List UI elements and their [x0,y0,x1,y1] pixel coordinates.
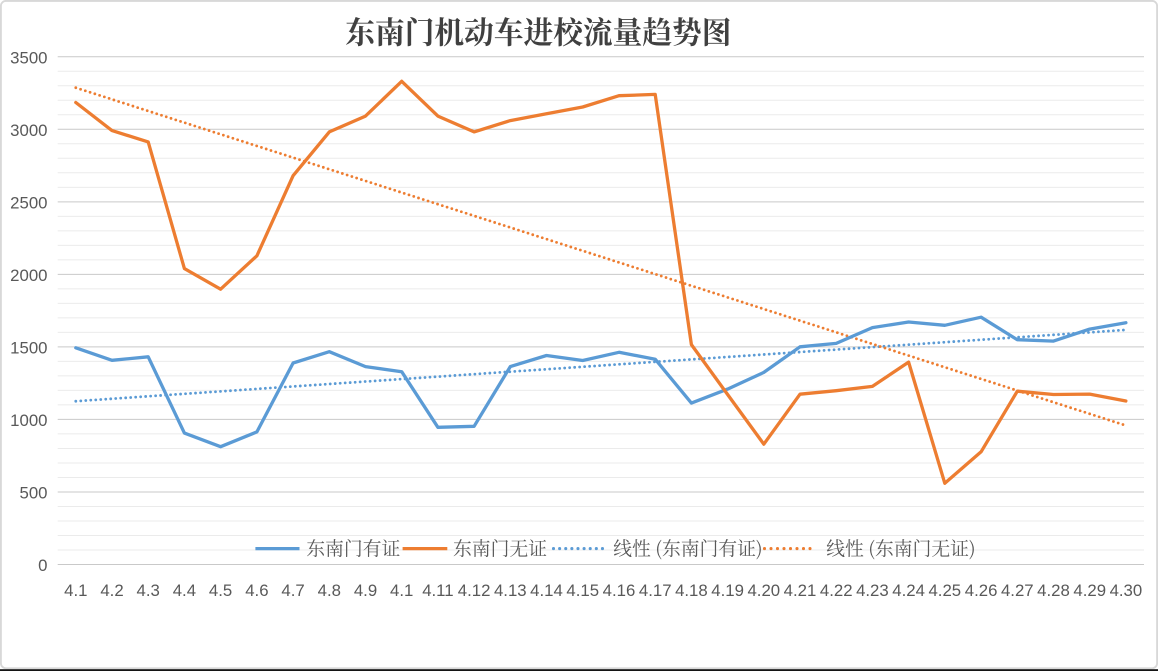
svg-text:4.6: 4.6 [245,581,268,600]
svg-text:4.22: 4.22 [820,581,853,600]
svg-text:4.16: 4.16 [603,581,636,600]
svg-text:4.5: 4.5 [209,581,232,600]
svg-text:1000: 1000 [10,411,47,430]
svg-text:4.14: 4.14 [530,581,563,600]
svg-text:4.12: 4.12 [458,581,491,600]
svg-text:0: 0 [38,556,47,575]
svg-text:4.1: 4.1 [64,581,87,600]
svg-text:4.23: 4.23 [856,581,889,600]
svg-text:4.1: 4.1 [390,581,413,600]
svg-text:4.4: 4.4 [173,581,196,600]
svg-text:4.30: 4.30 [1110,581,1143,600]
svg-text:4.8: 4.8 [318,581,341,600]
svg-text:2000: 2000 [10,266,47,285]
svg-text:3500: 3500 [10,48,47,67]
svg-text:4.28: 4.28 [1037,581,1070,600]
svg-text:4.21: 4.21 [784,581,817,600]
svg-text:4.7: 4.7 [281,581,304,600]
svg-text:4.13: 4.13 [494,581,527,600]
svg-text:4.2: 4.2 [100,581,123,600]
svg-text:3000: 3000 [10,121,47,140]
svg-text:500: 500 [20,484,48,503]
svg-text:4.18: 4.18 [675,581,708,600]
svg-text:4.25: 4.25 [928,581,961,600]
svg-text:4.9: 4.9 [354,581,377,600]
svg-text:1500: 1500 [10,339,47,358]
svg-text:4.24: 4.24 [892,581,925,600]
svg-text:4.17: 4.17 [639,581,672,600]
svg-text:4.19: 4.19 [711,581,744,600]
svg-text:4.3: 4.3 [137,581,160,600]
svg-text:4.15: 4.15 [566,581,599,600]
svg-text:2500: 2500 [10,194,47,213]
svg-text:4.11: 4.11 [422,581,453,600]
svg-text:4.26: 4.26 [965,581,998,600]
svg-text:4.27: 4.27 [1001,581,1034,600]
svg-text:4.20: 4.20 [747,581,780,600]
svg-text:4.29: 4.29 [1073,581,1106,600]
